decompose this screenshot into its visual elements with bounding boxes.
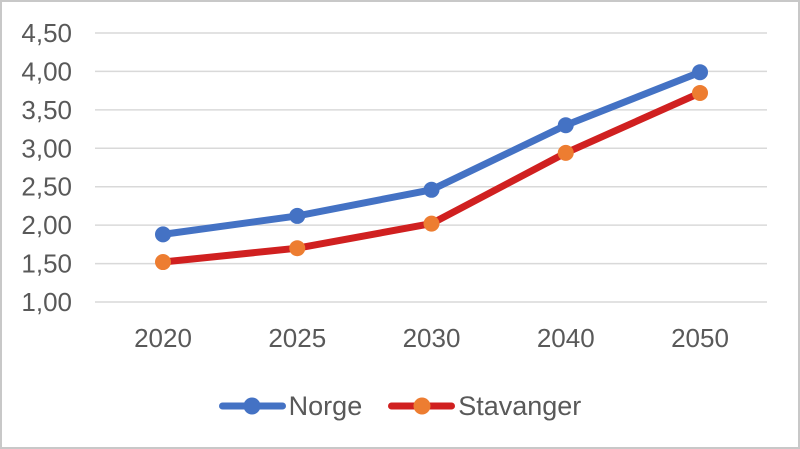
- data-point-norge-2030: [423, 181, 440, 198]
- x-axis-tick-label: 2025: [268, 323, 326, 353]
- data-point-stavanger-2025: [289, 240, 306, 257]
- data-point-norge-2020: [155, 226, 171, 243]
- data-point-stavanger-2050: [692, 84, 708, 101]
- data-point-norge-2040: [557, 117, 574, 134]
- y-axis-tick-label: 3,50: [21, 95, 72, 125]
- legend-item-norge: Norge: [218, 390, 363, 421]
- y-axis-tick-label: 1,50: [21, 249, 72, 279]
- data-point-norge-2050: [692, 64, 708, 81]
- legend-item-stavanger: Stavanger: [388, 390, 582, 421]
- x-axis-tick-label: 2050: [671, 323, 729, 353]
- y-axis-tick-label: 3,00: [21, 133, 72, 163]
- data-point-stavanger-2030: [423, 215, 440, 232]
- norge-swatch-marker-icon: [243, 397, 261, 415]
- x-axis-tick-label: 2020: [134, 323, 192, 353]
- data-point-stavanger-2040: [557, 144, 574, 161]
- legend: Norge Stavanger: [2, 391, 798, 421]
- y-axis-tick-label: 1,00: [21, 287, 72, 317]
- norge-line-swatch: [218, 396, 286, 416]
- y-axis-tick-label: 2,00: [21, 210, 72, 240]
- data-point-stavanger-2020: [155, 254, 171, 271]
- data-point-norge-2025: [289, 207, 306, 224]
- series-line-norge: [159, 68, 704, 238]
- stavanger-line-swatch: [388, 396, 456, 416]
- legend-label-norge: Norge: [288, 390, 363, 421]
- series-line-stavanger: [159, 89, 704, 266]
- y-axis-tick-label: 4,00: [21, 56, 72, 86]
- legend-label-stavanger: Stavanger: [458, 390, 582, 421]
- x-axis-tick-label: 2030: [403, 323, 461, 353]
- y-axis-tick-label: 4,50: [21, 18, 72, 48]
- x-axis-tick-label: 2040: [537, 323, 595, 353]
- y-axis-tick-label: 2,50: [21, 172, 72, 202]
- stavanger-swatch-marker-icon: [413, 397, 431, 415]
